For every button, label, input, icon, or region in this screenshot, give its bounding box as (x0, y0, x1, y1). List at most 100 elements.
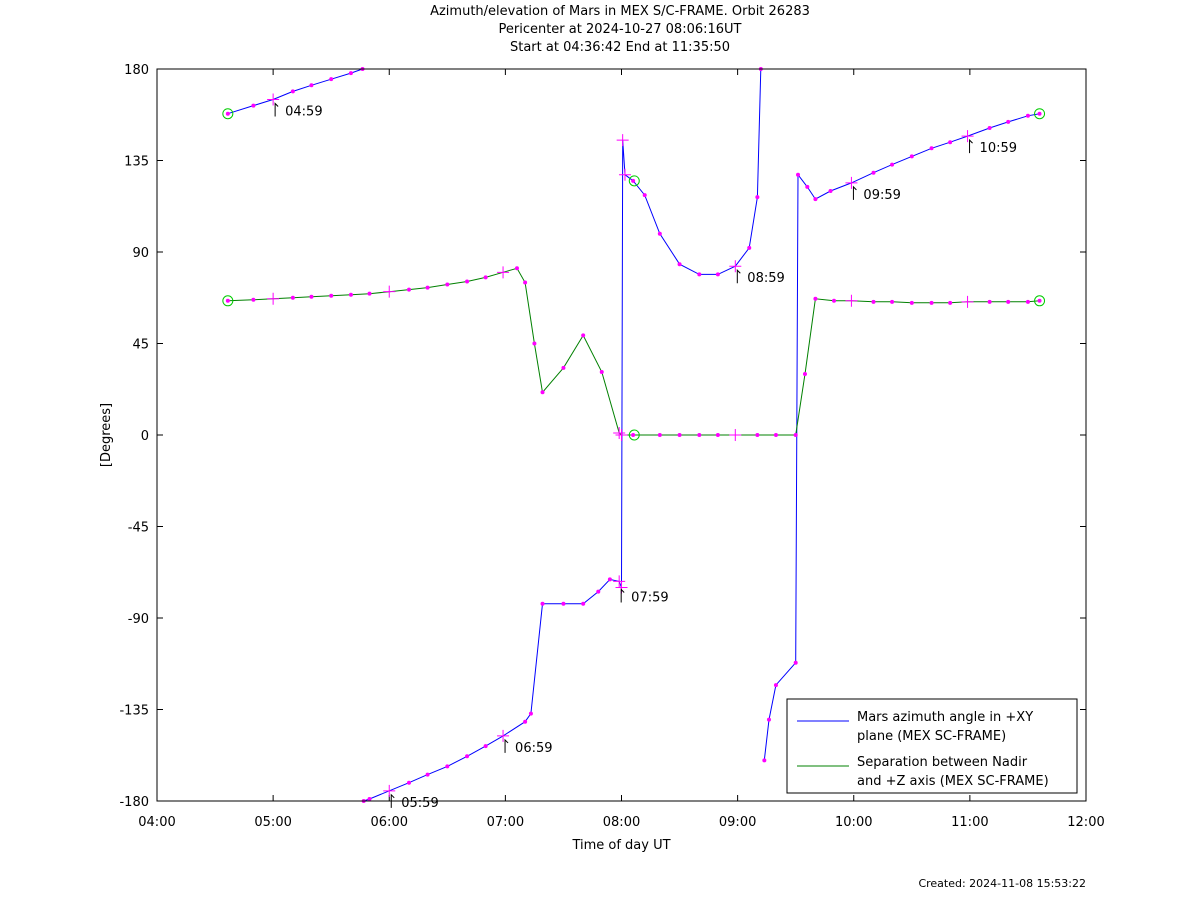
sample-marker (561, 365, 566, 370)
y-tick-label: 0 (141, 429, 149, 444)
sample-marker (948, 140, 953, 145)
time-annotation-arrow (390, 793, 395, 808)
sample-marker (523, 719, 528, 724)
hour-marker (383, 784, 396, 797)
sample-marker (657, 231, 662, 236)
sample-marker (406, 287, 411, 292)
time-annotation-arrow (504, 738, 509, 753)
hour-marker (618, 168, 631, 181)
chart-subtitle-start-end: Start at 04:36:42 End at 11:35:50 (509, 40, 731, 55)
sample-marker (697, 272, 702, 277)
hour-marker (383, 285, 396, 298)
sample-marker (225, 298, 230, 303)
sample-marker (514, 266, 519, 271)
sample-marker (599, 369, 604, 374)
sample-marker (581, 601, 586, 606)
sample-marker (773, 683, 778, 688)
sample-marker (425, 772, 430, 777)
sample-marker (445, 282, 450, 287)
legend-label-1: and +Z axis (MEX SC-FRAME) (857, 774, 1049, 789)
sample-marker (445, 764, 450, 769)
sample-marker (796, 172, 801, 177)
sample-marker (1025, 299, 1030, 304)
sample-marker (929, 300, 934, 305)
x-tick-label: 05:00 (254, 815, 291, 830)
chart-subtitle-pericenter: Pericenter at 2024-10-27 08:06:16UT (498, 22, 742, 37)
time-annotation-label: 06:59 (515, 741, 552, 756)
sample-marker (290, 89, 295, 94)
sample-marker (596, 589, 601, 594)
sample-marker (483, 744, 488, 749)
hour-marker (497, 266, 510, 279)
sample-marker (528, 711, 533, 716)
hour-marker (961, 295, 974, 308)
sample-marker (715, 272, 720, 277)
sample-marker (909, 300, 914, 305)
y-tick-label: 90 (132, 246, 149, 261)
legend-label-0: Mars azimuth angle in +XY (857, 710, 1033, 725)
sample-marker (1006, 299, 1011, 304)
sample-marker (813, 197, 818, 202)
time-annotation-label: 05:59 (401, 796, 438, 811)
endpoint-marker (1034, 295, 1046, 307)
sample-marker (805, 184, 810, 189)
hour-marker (729, 429, 742, 441)
x-tick-label: 08:00 (603, 815, 640, 830)
sample-marker (871, 170, 876, 175)
x-tick-label: 12:00 (1067, 815, 1104, 830)
sample-marker (773, 433, 778, 437)
endpoint-marker (222, 108, 234, 120)
y-tick-label: 45 (132, 338, 149, 353)
sample-marker (802, 372, 807, 376)
sample-marker (561, 601, 566, 606)
time-annotation-label: 07:59 (631, 590, 668, 605)
x-tick-label: 11:00 (951, 815, 988, 830)
time-annotation-arrow (620, 588, 625, 603)
sample-marker (406, 780, 411, 785)
chart-title: Azimuth/elevation of Mars in MEX S/C-FRA… (430, 4, 810, 19)
time-annotation-arrow (736, 269, 741, 284)
plot-frame (156, 68, 1087, 802)
sample-marker (813, 296, 818, 301)
x-tick-label: 09:00 (719, 815, 756, 830)
sample-marker (793, 660, 798, 665)
sample-marker (987, 125, 992, 130)
x-tick-label: 10:00 (835, 815, 872, 830)
endpoint-marker (222, 295, 234, 307)
sample-marker (677, 262, 682, 267)
x-tick-label: 04:00 (138, 815, 175, 830)
legend: Mars azimuth angle in +XY plane (MEX SC-F… (786, 698, 1078, 794)
sample-marker (697, 433, 702, 437)
sample-marker (1006, 119, 1011, 124)
sample-marker (631, 433, 636, 437)
hour-marker (267, 93, 280, 106)
endpoint-marker (628, 429, 640, 441)
hour-marker (961, 130, 974, 143)
endpoint-marker (628, 175, 640, 187)
sample-marker (631, 178, 636, 183)
sample-marker (290, 295, 295, 300)
sample-marker (348, 292, 353, 297)
sample-marker (532, 341, 537, 346)
sample-marker (828, 189, 833, 193)
sample-marker (1025, 113, 1030, 118)
sample-marker (642, 193, 647, 198)
hour-marker (615, 429, 628, 441)
time-annotation-label: 09:59 (863, 188, 900, 203)
hour-marker (845, 294, 858, 307)
sample-marker (948, 300, 953, 305)
sample-marker (755, 433, 760, 437)
time-annotation-arrow (969, 138, 973, 154)
y-tick-label: 180 (124, 63, 149, 78)
sample-marker (677, 433, 682, 437)
created-timestamp: Created: 2024-11-08 15:53:22 (918, 877, 1086, 890)
sample-marker (540, 390, 545, 395)
sample-marker (1037, 298, 1042, 303)
sample-marker (1037, 111, 1042, 116)
time-annotation-arrow (852, 185, 857, 200)
sample-marker (909, 154, 914, 159)
sample-marker (987, 299, 992, 304)
sample-marker (793, 433, 798, 437)
x-tick-label: 06:00 (371, 815, 408, 830)
sample-marker (762, 758, 767, 763)
